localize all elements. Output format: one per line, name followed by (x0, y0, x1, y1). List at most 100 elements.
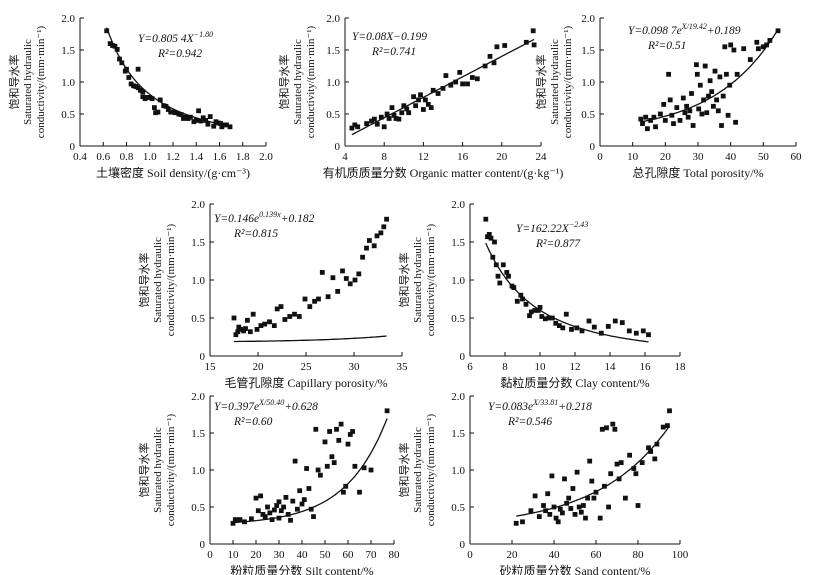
data-point (662, 118, 668, 123)
data-point (756, 46, 761, 52)
data-point (297, 488, 303, 494)
data-point (572, 512, 578, 517)
data-point (381, 224, 387, 230)
x-tick-label: 1.6 (213, 151, 227, 163)
data-point (163, 103, 169, 109)
x-tick-label: 25 (301, 361, 313, 373)
data-point (114, 47, 120, 52)
y-axis-label: 饱和导水率Saturated hydraulicconductivity/(mm… (397, 223, 437, 336)
data-point (306, 486, 312, 491)
data-point (689, 91, 694, 96)
x-tick-label: 1.8 (236, 151, 250, 163)
x-tick-label: 30 (274, 549, 286, 561)
data-point (386, 116, 392, 121)
fit-equation-constant: +0.189 (707, 25, 741, 37)
data-point (654, 441, 660, 447)
data-point (319, 270, 325, 275)
data-point (327, 429, 332, 434)
data-point (547, 512, 553, 517)
data-point (583, 515, 588, 521)
data-point (500, 262, 506, 268)
fit-r-squared: R²=0.51 (647, 40, 686, 52)
y-axis-label: 饱和导水率Saturated hydraulicconductivity/(mm… (137, 413, 177, 526)
data-point (560, 325, 566, 331)
data-point (712, 68, 718, 74)
data-point (652, 456, 658, 462)
fit-equation-exponent: −1.80 (194, 30, 213, 39)
data-point (599, 426, 605, 432)
y-axis-label-line: 饱和导水率 (7, 55, 21, 110)
y-axis-label-line: conductivity/(mm·min⁻¹) (305, 25, 317, 138)
data-point (553, 320, 559, 326)
data-point (350, 429, 355, 434)
data-point (399, 110, 405, 116)
y-tick-label: 1.5 (61, 45, 75, 57)
data-point (704, 110, 710, 116)
data-point (491, 60, 497, 66)
fit-r-squared: R²=0.546 (507, 416, 552, 428)
fit-equation-exponent: −2.43 (569, 220, 588, 229)
data-point (384, 216, 389, 222)
data-point (545, 491, 551, 497)
data-point (117, 56, 122, 62)
fit-equation-constant: +0.218 (558, 401, 592, 413)
y-tick-label: 0 (460, 539, 466, 551)
data-point (685, 114, 691, 120)
fit-r-squared: R²=0.741 (371, 46, 416, 58)
x-tick-label: 20 (251, 549, 263, 561)
data-point (352, 277, 358, 283)
x-tick-label: 30 (693, 151, 705, 163)
data-point (292, 458, 298, 464)
x-tick-label: 2.0 (259, 151, 273, 163)
data-point (188, 114, 193, 120)
x-tick-label: 60 (591, 549, 603, 561)
data-point (490, 254, 496, 260)
data-point (612, 318, 618, 324)
data-point (425, 102, 431, 107)
data-point (635, 503, 641, 508)
data-point (702, 63, 708, 69)
y-tick-label: 2.0 (326, 13, 340, 25)
data-point (396, 116, 402, 122)
data-point (232, 517, 238, 522)
y-tick-label: 2.0 (451, 391, 465, 403)
fit-equation-exponent: 0.139x (259, 210, 281, 219)
data-point (453, 79, 459, 85)
x-tick-label: 30 (349, 361, 361, 373)
data-point (633, 330, 639, 336)
data-point (435, 91, 441, 96)
data-point (200, 115, 206, 121)
data-point (643, 114, 649, 120)
x-tick-label: 40 (549, 549, 561, 561)
data-point (404, 106, 410, 112)
data-point (682, 110, 688, 116)
fit-equation: Y=0.397eX/50.40+0.628 (214, 398, 318, 413)
data-point (645, 126, 650, 132)
y-axis-label-line: 饱和导水率 (397, 253, 411, 308)
data-point (581, 503, 586, 508)
data-point (281, 504, 286, 510)
data-point (631, 466, 637, 471)
data-point (719, 123, 724, 128)
y-tick-label: 0.5 (191, 502, 205, 514)
data-point (720, 93, 726, 99)
data-point (356, 271, 362, 277)
data-point (325, 294, 331, 300)
x-tick-label: 16 (457, 151, 469, 163)
data-point (638, 116, 644, 122)
data-point (361, 465, 367, 471)
data-point (338, 421, 344, 427)
data-point (307, 304, 313, 309)
data-point (418, 92, 423, 98)
data-point (349, 125, 355, 131)
x-tick-label: 12 (570, 361, 581, 373)
panel-organic-matter: 4 8 12 16 20 24 0 0.5 1.0 1.5 2.0 有机质质量分数 Organic m… (277, 13, 563, 180)
data-point (578, 509, 584, 515)
x-axis-label: 砂粒质量分数 Sand content/% (500, 563, 651, 575)
data-point (465, 81, 470, 87)
x-tick-label: 0.8 (120, 151, 134, 163)
data-point (258, 493, 263, 499)
data-point (651, 114, 657, 120)
data-point (178, 112, 184, 117)
